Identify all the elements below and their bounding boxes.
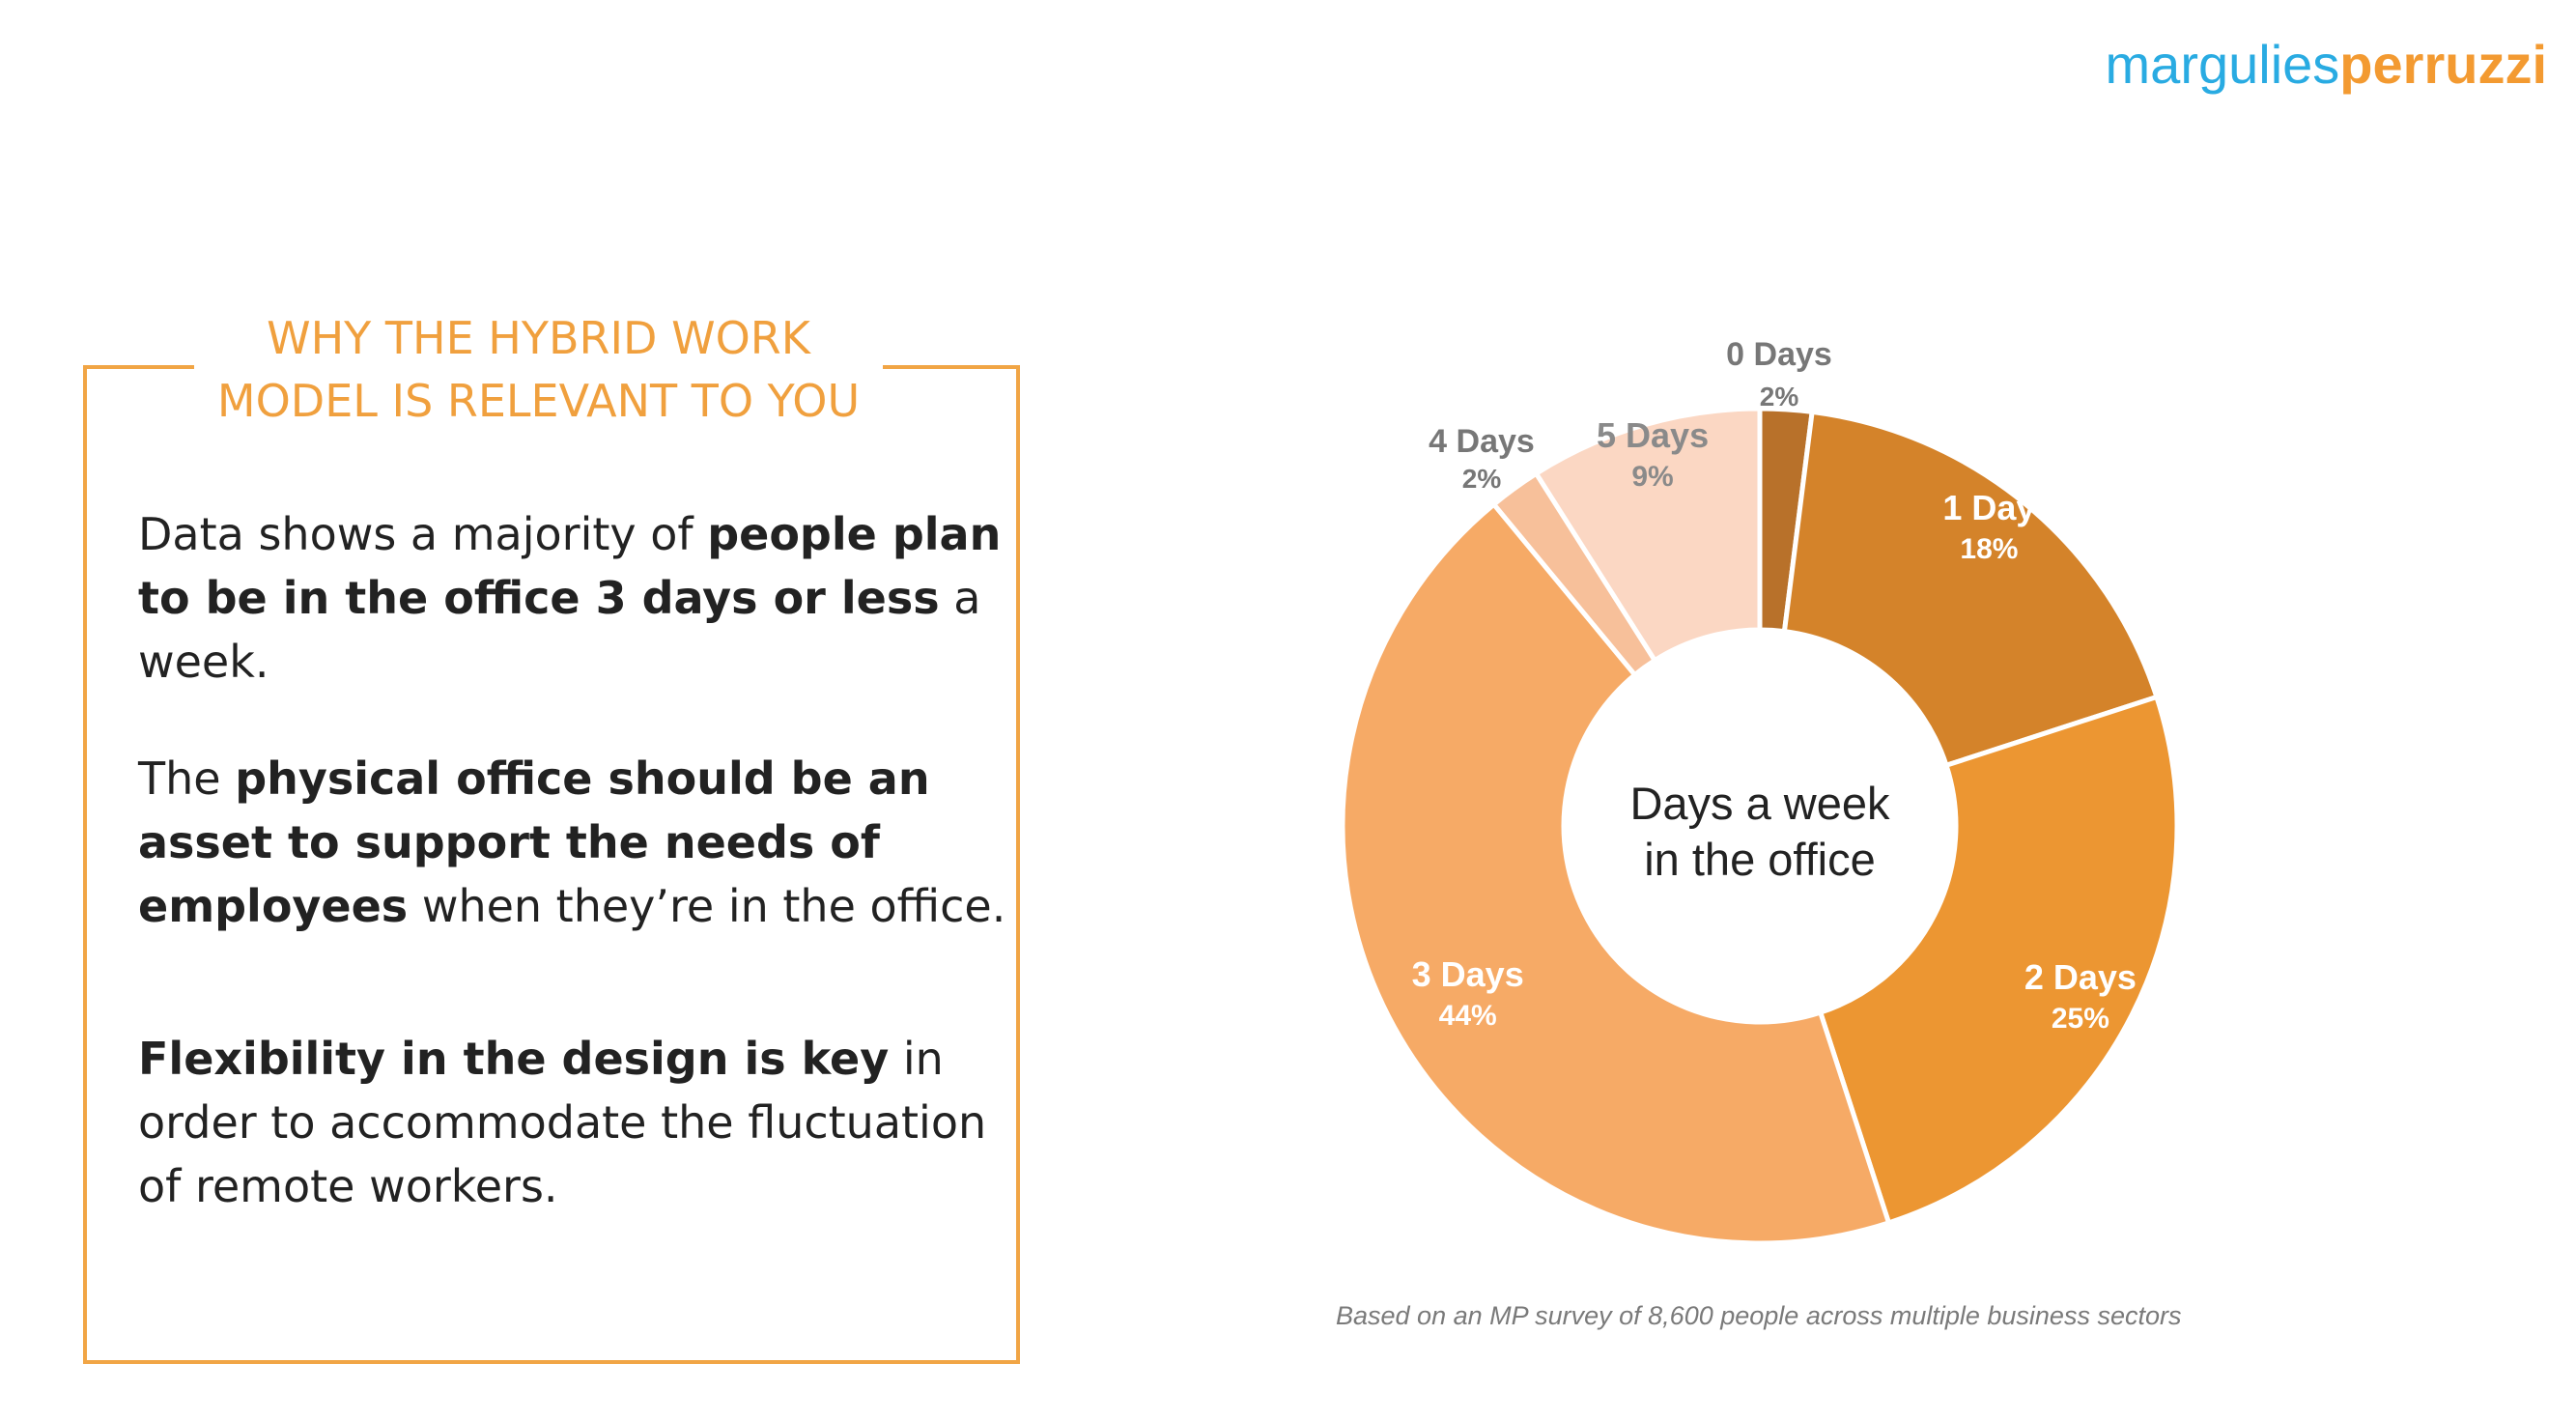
- slice-value-1-day: 18%: [1960, 533, 2018, 565]
- slice-label-2-days: 2 Days: [2024, 957, 2137, 997]
- paragraph-physical-office-text2: when they’re in the office.: [408, 880, 1006, 932]
- paragraph-majority-bold: people plan to be in the office 3 days o…: [138, 508, 1002, 624]
- paragraph-flexibility-text: in order to accommodate the fluctuation …: [138, 1033, 987, 1212]
- donut-slice-2-days: [1817, 694, 2180, 1227]
- donut-slices: [1340, 406, 2180, 1246]
- paragraph-physical-office-text1: The: [138, 753, 236, 805]
- slice-label-1-day: 1 Day: [1942, 488, 2035, 527]
- slice-label-0-days: 0 Days: [1726, 336, 1832, 373]
- slice-value-4-days: 2%: [1462, 464, 1502, 494]
- slice-value-5-days: 9%: [1631, 461, 1673, 493]
- info-box-title-line1: WHY THE HYBRID WORK: [267, 312, 810, 364]
- brand-logo: marguliesperruzzi: [2106, 33, 2547, 96]
- donut-slice-1-day: [1781, 409, 2161, 769]
- slice-label-4-days: 4 Days: [1429, 423, 1535, 460]
- chart-footnote: Based on an MP survey of 8,600 people ac…: [1336, 1301, 2182, 1330]
- donut-labels: 0 Days 2% 1 Day 18% 2 Days 25% 3 Days 44% 4 Days…: [1412, 336, 2137, 1035]
- slice-value-2-days: 25%: [2052, 1003, 2109, 1035]
- logo-part-2: perruzzi: [2339, 34, 2547, 95]
- center-label-line2: in the office: [1644, 834, 1876, 885]
- paragraph-flexibility: Flexibility in the design is key in orde…: [138, 1027, 1007, 1218]
- center-label-line1: Days a week: [1629, 778, 1890, 829]
- slice-label-5-days: 5 Days: [1597, 415, 1709, 455]
- paragraph-majority-text1: Data shows a majority of: [138, 508, 708, 560]
- slice-label-3-days: 3 Days: [1412, 954, 1524, 994]
- paragraph-physical-office-bold: physical office should be an asset to su…: [138, 753, 930, 932]
- info-box-title: WHY THE HYBRID WORK MODEL IS RELEVANT TO…: [194, 307, 883, 433]
- donut-slice-3-days: [1340, 500, 1892, 1246]
- paragraph-majority-text2: a week.: [138, 572, 981, 688]
- info-box-title-line2: MODEL IS RELEVANT TO YOU: [216, 375, 861, 427]
- donut-slice-5-days: [1533, 406, 1763, 665]
- paragraph-physical-office: The physical office should be an asset t…: [138, 747, 1007, 938]
- paragraph-flexibility-bold: Flexibility in the design is key: [138, 1033, 890, 1085]
- logo-part-1: margulies: [2105, 34, 2340, 95]
- slice-value-3-days: 44%: [1439, 1000, 1497, 1032]
- slice-value-0-days: 2%: [1760, 382, 1799, 412]
- paragraph-majority: Data shows a majority of people plan to …: [138, 502, 1007, 694]
